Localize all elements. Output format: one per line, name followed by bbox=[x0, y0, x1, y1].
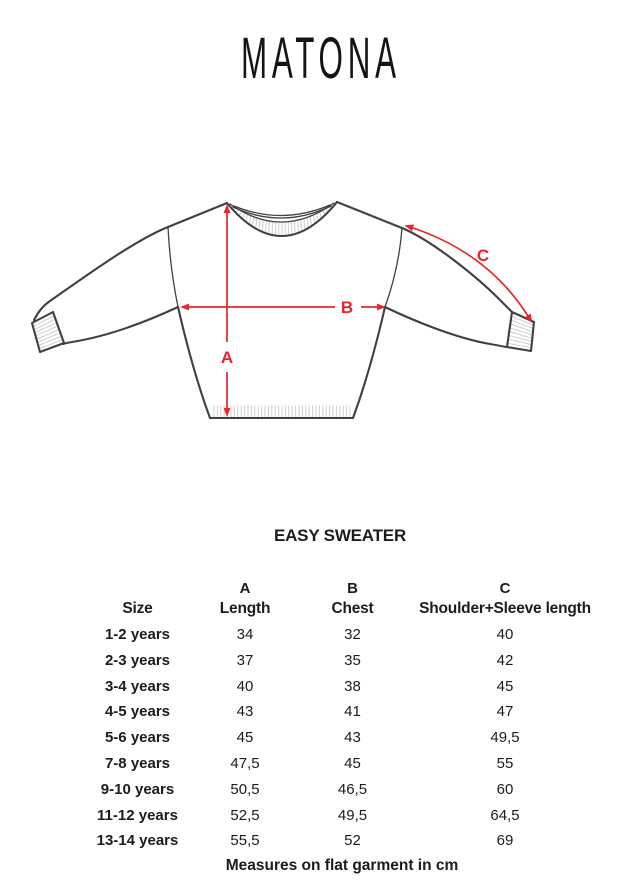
cell-sleeve: 55 bbox=[496, 754, 514, 772]
cell-sleeve: 42 bbox=[496, 651, 514, 669]
table-row: 4-5 years 43 41 47 bbox=[80, 699, 600, 725]
arrow-a-top-head bbox=[223, 204, 231, 213]
header-label-chest: Chest bbox=[331, 600, 374, 617]
cell-sleeve: 45 bbox=[496, 677, 514, 695]
cell-size: 1-2 years bbox=[104, 626, 171, 643]
cell-size: 11-12 years bbox=[97, 806, 178, 824]
cell-chest: 43 bbox=[344, 729, 361, 747]
cell-sleeve: 64,5 bbox=[490, 806, 520, 824]
cell-length: 50,5 bbox=[230, 780, 260, 798]
cell-size: 3-4 years bbox=[104, 677, 171, 695]
table-row: 11-12 years 52,5 49,5 64,5 bbox=[80, 803, 600, 829]
table-header-letters: A B C bbox=[80, 580, 600, 598]
collar-outer bbox=[225, 200, 339, 237]
header-label-size: Size bbox=[122, 600, 153, 617]
size-table-body: 1-2 years 34 32 40 2-3 years 37 35 42 3-4 years 4… bbox=[80, 622, 600, 854]
cell-length: 47,5 bbox=[230, 754, 260, 772]
hem-rib-texture bbox=[213, 405, 351, 417]
arrow-c-top-head bbox=[404, 224, 415, 232]
table-row: 2-3 years 37 35 42 bbox=[80, 648, 600, 674]
header-label-sleeve: Shoulder+Sleeve length bbox=[419, 600, 591, 617]
cell-length: 34 bbox=[236, 626, 254, 643]
cell-chest: 49,5 bbox=[337, 806, 368, 824]
sweater-outline bbox=[30, 200, 536, 420]
arrow-b-right-head bbox=[377, 303, 386, 311]
arrow-c-bottom-head bbox=[524, 313, 533, 324]
arrow-a-bottom-head bbox=[223, 408, 231, 417]
left-cuff bbox=[30, 310, 66, 354]
cell-chest: 41 bbox=[344, 703, 361, 721]
cell-length: 43 bbox=[236, 703, 254, 721]
sweater-diagram: A B C bbox=[30, 200, 536, 420]
cell-sleeve: 69 bbox=[496, 832, 514, 850]
measure-label-a: A bbox=[221, 348, 233, 367]
arrow-b-left-head bbox=[180, 303, 189, 311]
right-cuff-rib-texture bbox=[507, 315, 534, 349]
cell-size: 4-5 years bbox=[104, 703, 171, 721]
cell-chest: 38 bbox=[344, 677, 361, 695]
cell-size: 9-10 years bbox=[100, 780, 175, 798]
brand-logo-text: MATONA bbox=[241, 28, 401, 88]
cell-length: 52,5 bbox=[230, 806, 260, 824]
measure-label-b: B bbox=[341, 298, 353, 317]
product-title: EASY SWEATER bbox=[273, 526, 407, 545]
cell-chest: 46,5 bbox=[337, 780, 368, 798]
cell-sleeve: 49,5 bbox=[490, 729, 520, 747]
table-row: 7-8 years 47,5 45 55 bbox=[80, 751, 600, 777]
cell-chest: 32 bbox=[344, 626, 361, 643]
cell-sleeve: 47 bbox=[496, 703, 514, 721]
cell-length: 45 bbox=[236, 729, 254, 747]
header-letter-c: C bbox=[499, 580, 511, 597]
cell-size: 2-3 years bbox=[104, 651, 171, 669]
measure-label-c: C bbox=[477, 246, 489, 265]
left-cuff-rib-texture bbox=[32, 315, 63, 350]
table-footnote: Measures on flat garment in cm bbox=[225, 857, 459, 874]
header-letter-b: B bbox=[347, 580, 358, 597]
cell-chest: 45 bbox=[344, 754, 361, 772]
table-row: 1-2 years 34 32 40 bbox=[80, 622, 600, 648]
cell-chest: 52 bbox=[344, 832, 361, 850]
cell-length: 40 bbox=[236, 677, 254, 695]
header-letter-a: A bbox=[239, 580, 251, 597]
table-header-labels: Size Length Chest Shoulder+Sleeve length bbox=[80, 598, 600, 619]
cell-sleeve: 40 bbox=[496, 626, 514, 643]
brand-logo: MATONA bbox=[241, 28, 401, 88]
cell-size: 5-6 years bbox=[104, 729, 171, 747]
cell-length: 37 bbox=[236, 651, 254, 669]
collar-rib-texture bbox=[232, 206, 332, 236]
table-row: 3-4 years 40 38 45 bbox=[80, 674, 600, 700]
header-label-length: Length bbox=[219, 600, 271, 617]
header-letter-size bbox=[80, 580, 195, 598]
measurement-arrows: A B C bbox=[180, 204, 533, 417]
table-row: 9-10 years 50,5 46,5 60 bbox=[80, 777, 600, 803]
cell-sleeve: 60 bbox=[496, 780, 514, 798]
table-row: 5-6 years 45 43 49,5 bbox=[80, 725, 600, 751]
table-row: 13-14 years 55,5 52 69 bbox=[80, 828, 600, 854]
cell-size: 13-14 years bbox=[96, 832, 179, 850]
cell-size: 7-8 years bbox=[104, 754, 171, 772]
cell-chest: 35 bbox=[344, 651, 361, 669]
size-table: A B C Size Length Chest Shoulder+Sleeve … bbox=[80, 580, 600, 854]
cell-length: 55,5 bbox=[230, 832, 260, 850]
